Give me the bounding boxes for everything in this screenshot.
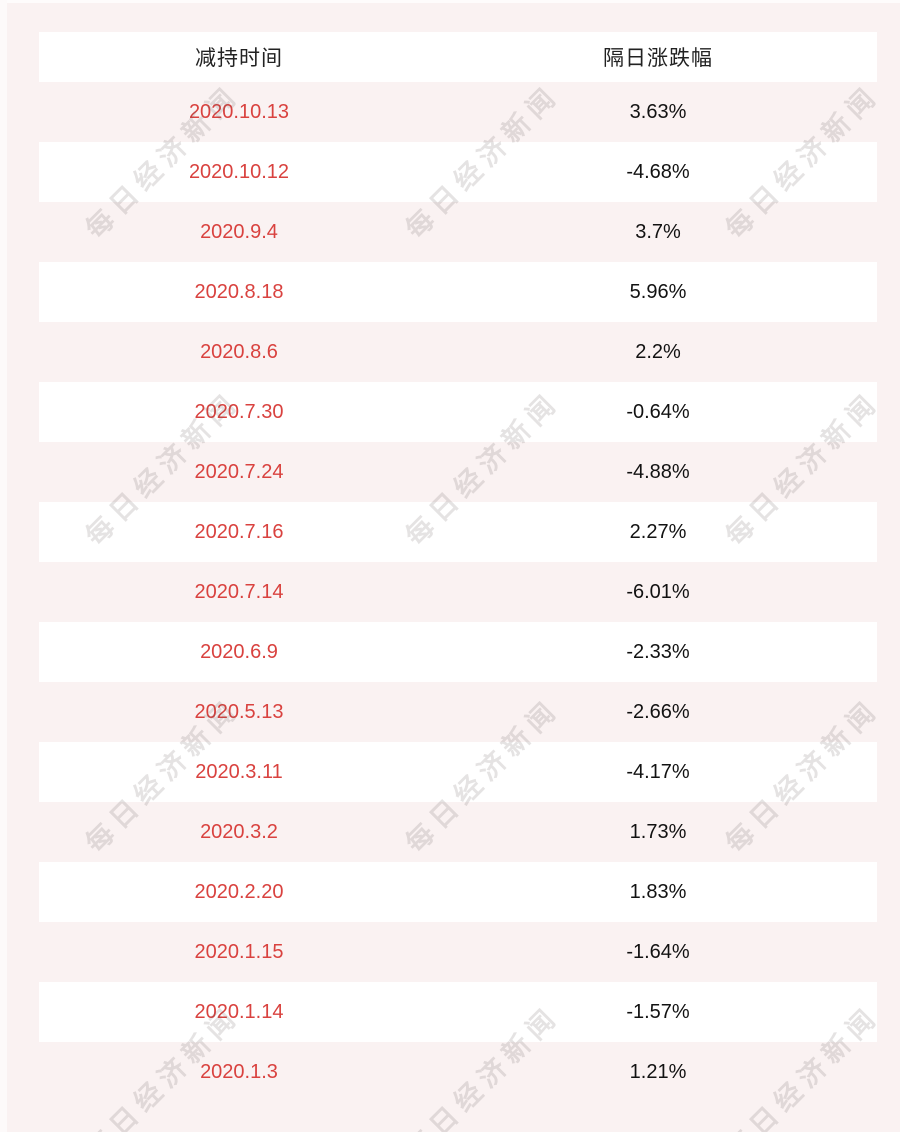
reduction-date-cell: 2020.8.18 bbox=[194, 280, 284, 303]
change-percent-cell: -2.33% bbox=[626, 640, 690, 663]
reduction-date-cell: 2020.10.13 bbox=[188, 100, 290, 123]
table-row: 2020.8.18 5.96% bbox=[39, 262, 877, 322]
change-percent-cell: -0.64% bbox=[626, 400, 690, 423]
change-percent-cell: -1.57% bbox=[626, 1000, 690, 1023]
change-percent-cell: 1.21% bbox=[629, 1060, 687, 1083]
change-percent-cell: -2.66% bbox=[626, 700, 690, 723]
table-row: 2020.7.30 -0.64% bbox=[39, 382, 877, 442]
change-percent-cell: 1.73% bbox=[629, 820, 687, 843]
table-row: 2020.3.11 -4.17% bbox=[39, 742, 877, 802]
change-percent-cell: 3.7% bbox=[635, 220, 681, 243]
change-percent-cell: 2.2% bbox=[635, 340, 681, 363]
table-row: 2020.1.3 1.21% bbox=[39, 1042, 877, 1102]
table-row: 2020.1.14 -1.57% bbox=[39, 982, 877, 1042]
change-percent-cell: 3.63% bbox=[629, 100, 687, 123]
reduction-date-cell: 2020.1.15 bbox=[194, 940, 284, 963]
change-percent-cell: -4.17% bbox=[626, 760, 690, 783]
change-percent-cell: -1.64% bbox=[626, 940, 690, 963]
reduction-date-cell: 2020.6.9 bbox=[200, 640, 278, 663]
table-row: 2020.3.2 1.73% bbox=[39, 802, 877, 862]
change-percent-cell: -4.68% bbox=[626, 160, 690, 183]
table-row: 2020.1.15 -1.64% bbox=[39, 922, 877, 982]
change-percent-cell: -6.01% bbox=[626, 580, 690, 603]
reduction-date-cell: 2020.2.20 bbox=[194, 880, 284, 903]
top-edge-strip bbox=[0, 0, 900, 3]
reduction-date-cell: 2020.1.14 bbox=[194, 1000, 284, 1023]
table-header-row: 减持时间 隔日涨跌幅 bbox=[39, 32, 877, 82]
table-row: 2020.6.9 -2.33% bbox=[39, 622, 877, 682]
change-percent-cell: 5.96% bbox=[629, 280, 687, 303]
change-percent-cell: 2.27% bbox=[629, 520, 687, 543]
table-row: 2020.8.6 2.2% bbox=[39, 322, 877, 382]
column-header-next-day-change: 隔日涨跌幅 bbox=[603, 47, 713, 70]
reduction-date-cell: 2020.9.4 bbox=[200, 220, 278, 243]
left-edge-strip bbox=[0, 0, 7, 1132]
reduction-date-cell: 2020.8.6 bbox=[200, 340, 278, 363]
reduction-date-cell: 2020.5.13 bbox=[194, 700, 284, 723]
reduction-date-cell: 2020.7.30 bbox=[194, 400, 284, 423]
table-row: 2020.5.13 -2.66% bbox=[39, 682, 877, 742]
reduction-date-cell: 2020.7.14 bbox=[194, 580, 284, 603]
reduction-date-cell: 2020.7.16 bbox=[194, 520, 284, 543]
table-row: 2020.7.24 -4.88% bbox=[39, 442, 877, 502]
change-percent-cell: 1.83% bbox=[629, 880, 687, 903]
reduction-change-table: 减持时间 隔日涨跌幅 2020.10.13 3.63% 2020.10.12 -… bbox=[39, 32, 877, 1102]
reduction-date-cell: 2020.3.2 bbox=[200, 820, 278, 843]
table-row: 2020.7.16 2.27% bbox=[39, 502, 877, 562]
reduction-date-cell: 2020.1.3 bbox=[200, 1060, 278, 1083]
table-row: 2020.2.20 1.83% bbox=[39, 862, 877, 922]
table-row: 2020.10.12 -4.68% bbox=[39, 142, 877, 202]
table-body: 2020.10.13 3.63% 2020.10.12 -4.68% 2020.… bbox=[39, 82, 877, 1102]
table-row: 2020.9.4 3.7% bbox=[39, 202, 877, 262]
reduction-date-cell: 2020.10.12 bbox=[188, 160, 290, 183]
reduction-date-cell: 2020.3.11 bbox=[195, 760, 283, 783]
table-row: 2020.7.14 -6.01% bbox=[39, 562, 877, 622]
reduction-date-cell: 2020.7.24 bbox=[194, 460, 284, 483]
column-header-reduction-date: 减持时间 bbox=[195, 47, 283, 70]
change-percent-cell: -4.88% bbox=[626, 460, 690, 483]
table-row: 2020.10.13 3.63% bbox=[39, 82, 877, 142]
